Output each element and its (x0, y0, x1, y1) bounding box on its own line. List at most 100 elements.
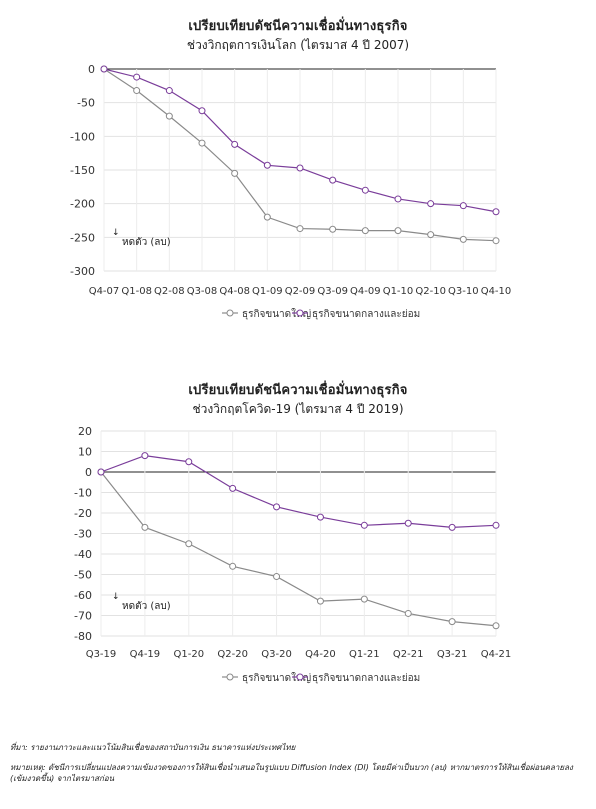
chart-subtitle: ช่วงวิกฤตการเงินโลก (ไตรมาส 4 ปี 2007) (186, 38, 410, 52)
y-tick-label: 20 (78, 425, 92, 438)
data-point (198, 139, 206, 147)
data-point (329, 225, 337, 233)
data-point (141, 523, 149, 531)
data-point (459, 235, 467, 243)
data-point (492, 237, 500, 245)
data-point (316, 597, 324, 605)
data-point (394, 227, 402, 235)
data-point (133, 73, 141, 81)
x-tick-label: Q3-19 (86, 649, 117, 660)
data-point (459, 202, 467, 210)
y-tick-label: -150 (70, 164, 95, 177)
chart-subtitle: ช่วงวิกฤตโควิด-19 (ไตรมาส 4 ปี 2019) (192, 402, 404, 416)
series-line-sme (100, 454, 497, 528)
data-point (198, 107, 206, 115)
x-tick-label: Q4-07 (89, 286, 120, 297)
x-tick-label: Q1-21 (349, 649, 380, 660)
data-point (427, 200, 435, 208)
data-point (404, 519, 412, 527)
x-tick-label: Q1-09 (252, 286, 283, 297)
x-tick-label: Q3-09 (317, 286, 348, 297)
data-point (329, 176, 337, 184)
x-tick-label: Q2-10 (415, 286, 446, 297)
y-tick-label: 10 (78, 446, 92, 459)
y-tick-label: -80 (74, 630, 92, 643)
data-point (360, 595, 368, 603)
x-tick-label: Q2-21 (393, 649, 424, 660)
x-tick-label: Q3-08 (187, 286, 218, 297)
annotation-arrow: ↓ (112, 592, 120, 602)
legend-label: ธุรกิจขนาดใหญ่ (242, 308, 311, 320)
legend-label: ธุรกิจขนาดกลางและย่อม (312, 309, 420, 320)
legend-marker (296, 673, 304, 681)
x-tick-label: Q3-20 (261, 649, 292, 660)
data-point (97, 468, 105, 476)
data-point (448, 618, 456, 626)
data-point (316, 513, 324, 521)
x-tick-label: Q4-08 (219, 286, 250, 297)
x-tick-label: Q3-21 (437, 649, 468, 660)
chart-title: เปรียบเทียบดัชนีความเชื่อมั่นทางธุรกิจ (188, 383, 408, 398)
x-tick-label: Q3-10 (448, 286, 479, 297)
data-point (296, 225, 304, 233)
y-tick-label: -70 (74, 610, 92, 623)
y-tick-label: -20 (74, 507, 92, 520)
legend-marker (296, 309, 304, 317)
data-point (165, 112, 173, 120)
y-tick-label: -300 (70, 265, 95, 278)
data-point (427, 231, 435, 239)
data-point (263, 161, 271, 169)
data-point (492, 208, 500, 216)
chart-gfc: เปรียบเทียบดัชนีความเชื่อมั่นทางธุรกิจ ช… (0, 0, 596, 330)
data-point (273, 573, 281, 581)
source-note: ที่มา: รายงานภาวะและแนวโน้มสินเชื่อของสถ… (10, 743, 296, 752)
data-point (361, 186, 369, 194)
x-tick-label: Q4-09 (350, 286, 381, 297)
data-point (133, 87, 141, 95)
y-tick-label: 0 (85, 466, 92, 479)
y-tick-label: -50 (77, 97, 95, 110)
data-point (296, 164, 304, 172)
y-tick-label: -100 (70, 130, 95, 143)
data-point (404, 609, 412, 617)
x-tick-label: Q1-20 (173, 649, 204, 660)
y-tick-label: -50 (74, 569, 92, 582)
data-point (273, 503, 281, 511)
line-chart: 20 10 0 -10 -20 -30 -40 -50 -60 -70 -80 Q3-19 Q4-19 Q… (74, 425, 512, 684)
data-point (360, 521, 368, 529)
annotation-label: หดตัว (ลบ) (122, 237, 171, 248)
y-tick-label: -30 (74, 528, 92, 541)
legend-marker (226, 309, 234, 317)
data-point (361, 227, 369, 235)
data-point (394, 195, 402, 203)
data-point (492, 622, 500, 630)
x-tick-label: Q4-20 (305, 649, 336, 660)
x-tick-label: Q1-10 (383, 286, 414, 297)
data-point (185, 540, 193, 548)
y-tick-label: -60 (74, 589, 92, 602)
data-point (100, 65, 108, 73)
data-point (231, 140, 239, 148)
data-point (263, 213, 271, 221)
legend-label: ธุรกิจขนาดกลางและย่อม (312, 673, 420, 684)
x-tick-label: Q2-20 (217, 649, 248, 660)
chart-covid: เปรียบเทียบดัชนีความเชื่อมั่นทางธุรกิจ ช… (74, 383, 512, 684)
x-tick-label: Q2-08 (154, 286, 185, 297)
data-point (165, 87, 173, 95)
legend-marker (226, 673, 234, 681)
data-point (229, 484, 237, 492)
data-point (185, 458, 193, 466)
chart-title: เปรียบเทียบดัชนีความเชื่อมั่นทางธุรกิจ (188, 19, 408, 34)
data-point (492, 521, 500, 529)
y-tick-label: 0 (88, 63, 95, 76)
x-tick-label: Q2-09 (285, 286, 316, 297)
y-tick-label: -200 (70, 198, 95, 211)
y-tick-label: -250 (70, 231, 95, 244)
remark-note: หมายเหตุ: ดัชนีการเปลี่ยนแปลงความเข้มงวด… (10, 763, 573, 783)
data-point (229, 562, 237, 570)
annotation-label: หดตัว (ลบ) (122, 601, 171, 612)
annotation-arrow: ↓ (112, 228, 120, 238)
y-tick-label: -40 (74, 548, 92, 561)
x-tick-label: Q4-21 (481, 649, 512, 660)
